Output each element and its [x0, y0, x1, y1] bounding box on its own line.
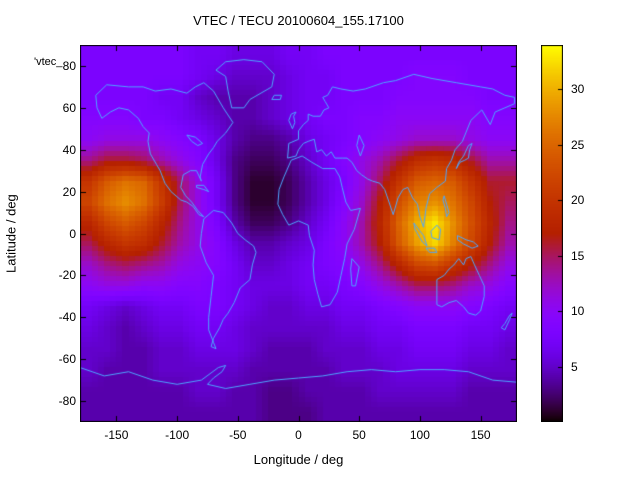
y-tick-label: -20: [58, 268, 76, 283]
colorbar: [541, 45, 563, 422]
x-tick-label: 100: [409, 428, 430, 442]
colorbar-tick-label: 15: [571, 248, 585, 263]
y-tick-label: 80: [62, 58, 76, 73]
x-axis-label: Longitude / deg: [253, 452, 344, 467]
y-tick-label: 20: [62, 184, 76, 199]
y-tick-label: 0: [69, 226, 76, 241]
y-tick-label: -60: [58, 352, 76, 367]
y-tick-label: -80: [58, 394, 76, 409]
colorbar-tick-label: 25: [571, 137, 585, 152]
x-tick-label: -150: [104, 428, 129, 442]
x-tick-label: -100: [165, 428, 190, 442]
vtec-heatmap: [80, 45, 517, 422]
colorbar-tick-label: 20: [571, 193, 585, 208]
colorbar-tick-label: 5: [571, 359, 578, 374]
y-tick-label: -40: [58, 310, 76, 325]
y-tick-label: 60: [62, 100, 76, 115]
colorbar-tick-label: 30: [571, 82, 585, 97]
y-tick-label: 40: [62, 142, 76, 157]
x-tick-label: -50: [229, 428, 247, 442]
series-key-label: 'vtec_: [34, 56, 63, 68]
y-axis-label: Latitude / deg: [3, 194, 19, 273]
chart-title: VTEC / TECU 20100604_155.17100: [193, 13, 404, 28]
x-tick-label: 0: [295, 428, 302, 442]
x-tick-label: 150: [470, 428, 491, 442]
colorbar-tick-label: 10: [571, 304, 585, 319]
x-tick-label: 50: [352, 428, 366, 442]
